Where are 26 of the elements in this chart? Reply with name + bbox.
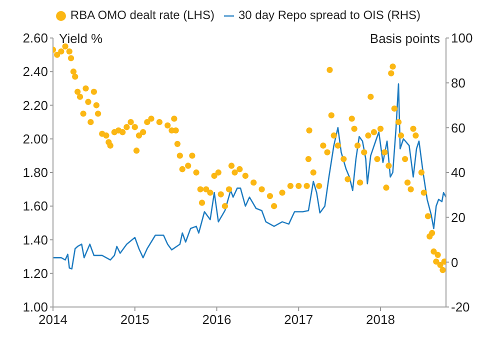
y-tick-label: 1.60: [22, 198, 48, 214]
y-tick-label: 2.60: [22, 30, 48, 46]
y2-tick-label: 40: [451, 165, 466, 180]
y-tick-label: 1.00: [22, 300, 48, 315]
y-tick-label: 2.00: [22, 131, 48, 146]
line-series: [53, 83, 446, 270]
y2-tick-label: 100: [451, 30, 473, 46]
x-tick-label: 2015: [120, 312, 150, 328]
x-tick-label: 2017: [284, 312, 314, 328]
y2-tick-label: -20: [451, 300, 470, 315]
y2-tick-label: 0: [451, 254, 458, 270]
y-axis-title: Yield %: [59, 31, 104, 46]
y-tick-label: 2.40: [22, 64, 48, 80]
x-tick-label: 2016: [202, 312, 232, 328]
y2-tick-label: 80: [451, 75, 466, 90]
y-tick-label: 1.40: [22, 232, 48, 248]
y-tick-label: 2.20: [22, 98, 48, 113]
y2-tick-label: 60: [451, 120, 466, 136]
legend-label: RBA OMO dealt rate (LHS): [70, 8, 214, 22]
y2-axis-title: Basis points: [370, 31, 440, 46]
y-tick-label: 1.80: [22, 165, 48, 180]
x-tick-label: 2018: [366, 312, 395, 328]
legend-label: 30 day Repo spread to OIS (RHS): [238, 8, 421, 22]
y-tick-label: 1.20: [22, 266, 48, 281]
y2-tick-label: 20: [451, 210, 466, 225]
x-tick-label: 2014: [38, 312, 68, 328]
